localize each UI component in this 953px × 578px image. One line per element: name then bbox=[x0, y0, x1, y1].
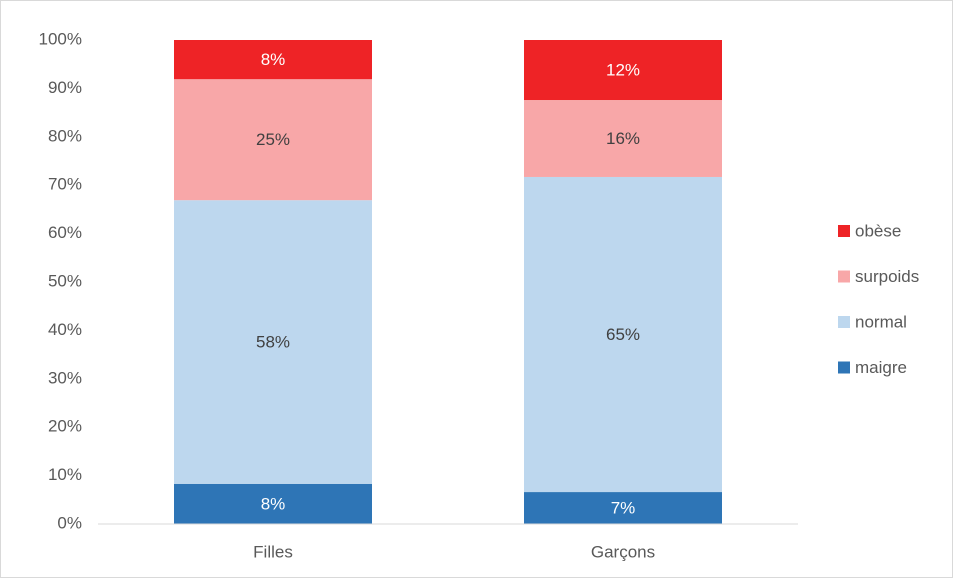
y-tick-label: 20% bbox=[48, 417, 82, 436]
legend-label: normal bbox=[855, 312, 907, 331]
data-label: 8% bbox=[261, 494, 286, 513]
y-tick-label: 40% bbox=[48, 320, 82, 339]
data-label: 12% bbox=[606, 60, 640, 79]
bar-segment bbox=[174, 79, 372, 201]
y-tick-label: 10% bbox=[48, 465, 82, 484]
data-label: 16% bbox=[606, 129, 640, 148]
y-tick-label: 90% bbox=[48, 78, 82, 97]
legend-label: surpoids bbox=[855, 267, 919, 286]
legend-swatch bbox=[838, 225, 850, 237]
bar-segment bbox=[524, 492, 722, 524]
legend-swatch bbox=[838, 270, 850, 283]
data-label: 65% bbox=[606, 325, 640, 344]
bar-segment bbox=[524, 100, 722, 177]
y-tick-label: 30% bbox=[48, 368, 82, 387]
legend-label: obèse bbox=[855, 221, 901, 240]
legend-label: maigre bbox=[855, 358, 907, 377]
x-tick-label: Filles bbox=[253, 542, 293, 561]
legend-swatch bbox=[838, 316, 850, 328]
bar-segment bbox=[524, 176, 722, 493]
data-label: 25% bbox=[256, 130, 290, 149]
bar-segment bbox=[174, 40, 372, 80]
bar-segment bbox=[524, 40, 722, 101]
data-label: 58% bbox=[256, 333, 290, 352]
legend-swatch bbox=[838, 361, 850, 374]
bar-segment bbox=[174, 483, 372, 524]
y-tick-label: 60% bbox=[48, 223, 82, 242]
y-tick-label: 50% bbox=[48, 271, 82, 290]
x-tick-label: Garçons bbox=[591, 542, 655, 561]
y-tick-label: 0% bbox=[57, 513, 82, 532]
data-label: 8% bbox=[261, 50, 286, 69]
y-tick-label: 80% bbox=[48, 126, 82, 145]
y-tick-label: 100% bbox=[39, 29, 82, 48]
bar-segment bbox=[174, 200, 372, 484]
y-tick-label: 70% bbox=[48, 175, 82, 194]
data-label: 7% bbox=[611, 499, 636, 518]
